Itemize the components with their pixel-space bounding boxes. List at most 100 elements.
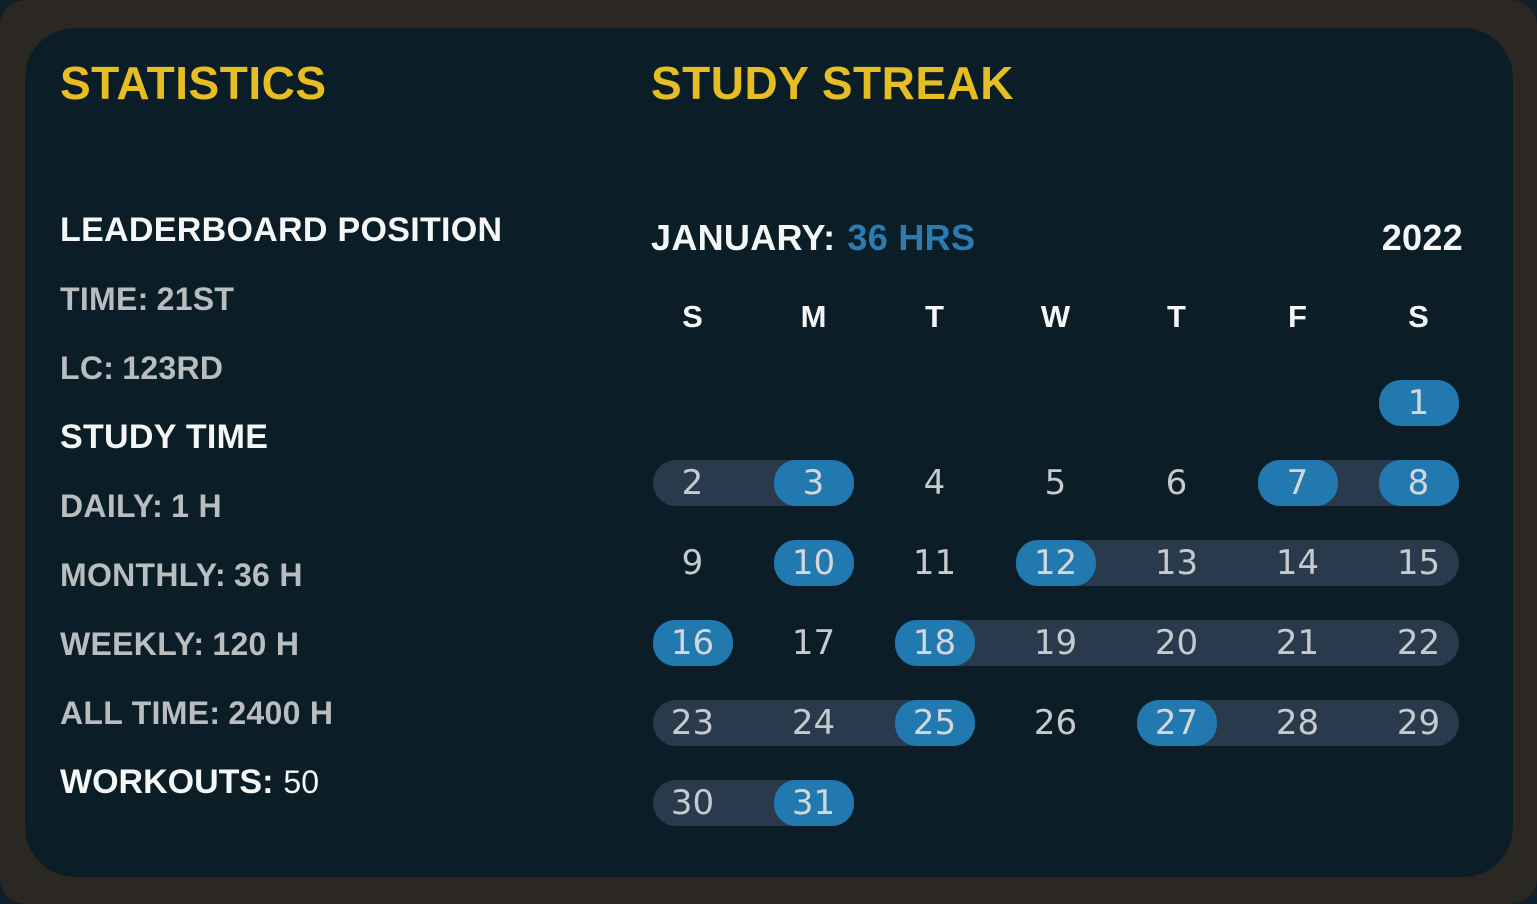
calendar-day-cell: 31 [753,780,874,826]
calendar-day-cell: 2 [632,460,753,506]
calendar-day-cell: 26 [995,700,1116,746]
calendar-day: 14 [1275,543,1320,583]
monthly-label: MONTHLY: [60,557,226,593]
daily-label: DAILY: [60,488,164,524]
statistics-panel: STATISTICS LEADERBOARD POSITION TIME: 21S… [60,28,632,877]
study-time-daily-row: DAILY: 1 H [60,489,632,523]
leaderboard-position-heading: LEADERBOARD POSITION [60,211,503,249]
streak-bar [894,620,1459,666]
calendar-day-cell: 17 [753,620,874,666]
calendar-day-cell: 23 [632,700,753,746]
calendar-day-cell: 10 [753,540,874,586]
calendar-day: 2 [681,463,704,503]
calendar-day-active: 7 [1257,460,1338,506]
calendar-day-cell: 27 [1116,700,1237,746]
calendar-day-active: 12 [1015,540,1096,586]
calendar-day: 5 [1044,463,1067,503]
calendar-day-cell: 20 [1116,620,1237,666]
month-label: JANUARY: [651,216,836,258]
calendar-day-cell: 22 [1358,620,1479,666]
day-header: T [925,299,944,334]
study-time-weekly-row: WEEKLY: 120 H [60,627,632,661]
study-time-heading: STUDY TIME [60,418,269,456]
calendar-day-cell: 15 [1358,540,1479,586]
calendar-day-cell: 19 [995,620,1116,666]
calendar-day: 19 [1033,623,1078,663]
calendar-week-row: 16 17 18 19 20 21 22 [632,620,1479,666]
alltime-value: 2400 H [228,695,334,731]
calendar-day-active: 1 [1378,380,1459,426]
calendar-day-active: 27 [1136,700,1217,746]
leaderboard-time-row: TIME: 21ST [60,282,632,316]
leaderboard-lc-value: 123RD [122,350,224,386]
calendar-week-row: 30 31 [632,780,1479,826]
day-header: W [1040,299,1071,334]
calendar-day: 9 [681,543,704,583]
calendar-day-cell: 7 [1237,460,1358,506]
calendar-day-cell: 29 [1358,700,1479,746]
calendar-day-cell: 12 [995,540,1116,586]
day-header: F [1288,299,1307,334]
calendar-day-cell: 14 [1237,540,1358,586]
calendar-day: 15 [1396,543,1441,583]
calendar-day: 6 [1165,463,1188,503]
calendar-day-cell: 3 [753,460,874,506]
calendar-day-cell [1116,780,1237,826]
calendar-day-cell [632,380,753,426]
calendar-day-cell: 13 [1116,540,1237,586]
calendar-day: 24 [791,703,836,743]
calendar-day-cell [995,380,1116,426]
calendar-day: 26 [1033,703,1078,743]
month-hours-group: JANUARY: 36 HRS [651,217,975,259]
dashboard-card: STATISTICS LEADERBOARD POSITION TIME: 21S… [25,28,1513,877]
calendar-day-cell: 1 [1358,380,1479,426]
calendar-day-active: 3 [773,460,854,506]
workouts-value: 50 [283,764,320,800]
year-label: 2022 [1381,216,1463,258]
statistics-title: STATISTICS [60,57,327,109]
leaderboard-time-value: 21ST [156,281,235,317]
calendar-day-cell: 28 [1237,700,1358,746]
study-time-alltime-row: ALL TIME: 2400 H [60,696,632,730]
calendar-day-active: 8 [1378,460,1459,506]
calendar-day: 20 [1154,623,1199,663]
calendar-day: 22 [1396,623,1441,663]
calendar-day-active: 18 [894,620,975,666]
calendar-day: 21 [1275,623,1320,663]
calendar-day-cell: 11 [874,540,995,586]
calendar-day-cell [1237,780,1358,826]
leaderboard-lc-label: LC: [60,350,115,386]
calendar-day: 4 [923,463,946,503]
calendar-day-cell: 21 [1237,620,1358,666]
calendar-week-row: 9 10 11 12 13 14 15 [632,540,1479,586]
calendar-day: 11 [912,543,957,583]
calendar-day-cell: 24 [753,700,874,746]
leaderboard-time-label: TIME: [60,281,149,317]
calendar-day-cell: 5 [995,460,1116,506]
calendar-day: 28 [1275,703,1320,743]
calendar-day-cell: 9 [632,540,753,586]
calendar-day-cell [874,380,995,426]
alltime-label: ALL TIME: [60,695,221,731]
calendar-day-cell [995,780,1116,826]
calendar-week-row: 1 [632,380,1479,426]
leaderboard-lc-row: LC: 123RD [60,351,632,385]
month-summary-row: JANUARY: 36 HRS 2022 [632,215,1479,260]
calendar-day-cell: 8 [1358,460,1479,506]
calendar-day-cell [1116,380,1237,426]
calendar-day: 23 [670,703,715,743]
calendar-day-cell [1358,780,1479,826]
calendar-day: 30 [670,783,715,823]
month-hours-value: 36 HRS [847,216,976,258]
calendar-day-active: 16 [652,620,733,666]
calendar-day-active: 10 [773,540,854,586]
calendar-day-active: 31 [773,780,854,826]
day-header: S [682,299,703,334]
daily-value: 1 H [171,488,222,524]
calendar-day: 17 [791,623,836,663]
study-streak-title: STUDY STREAK [651,57,1014,109]
